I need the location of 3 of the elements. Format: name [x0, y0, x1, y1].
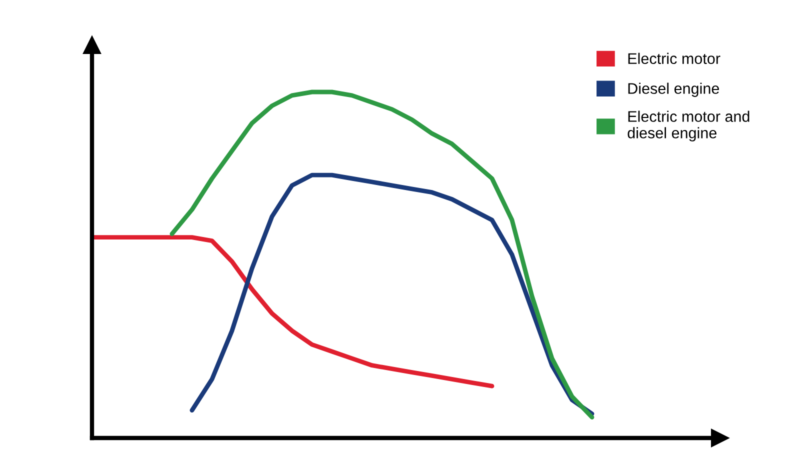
legend-label: Electric motor: [628, 52, 720, 64]
legend-label: Diesel engine: [628, 82, 719, 97]
legend-label: Electric motor and diesel engine: [628, 110, 750, 142]
